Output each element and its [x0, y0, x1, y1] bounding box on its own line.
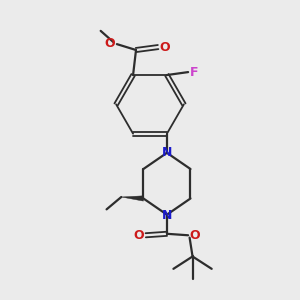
Text: F: F: [190, 66, 198, 79]
Polygon shape: [121, 196, 143, 201]
Text: O: O: [105, 37, 116, 50]
Text: N: N: [162, 146, 172, 159]
Text: O: O: [190, 229, 200, 242]
Text: O: O: [133, 229, 144, 242]
Text: O: O: [160, 40, 170, 54]
Text: N: N: [162, 209, 172, 222]
